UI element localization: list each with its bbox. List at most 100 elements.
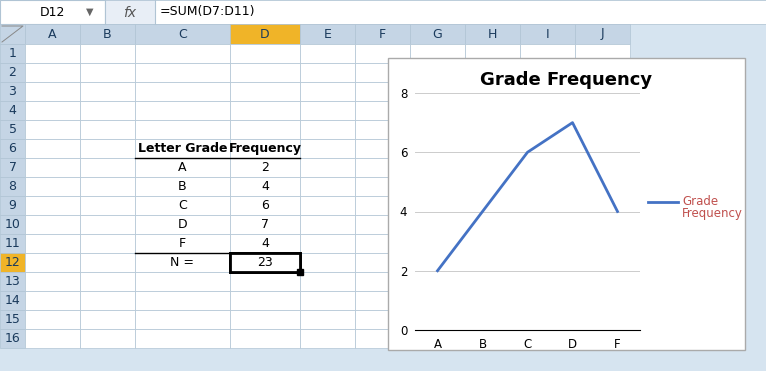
Bar <box>80 253 135 272</box>
Text: B: B <box>103 27 112 40</box>
Bar <box>410 101 465 120</box>
Bar <box>135 253 230 272</box>
Text: F: F <box>379 27 386 40</box>
Bar <box>300 215 355 234</box>
Bar <box>230 120 300 139</box>
Bar <box>520 82 575 101</box>
Bar <box>410 215 465 234</box>
Bar <box>300 158 355 177</box>
Bar <box>230 253 300 272</box>
Bar <box>25 196 80 215</box>
Bar <box>105 0 155 24</box>
Bar <box>410 234 465 253</box>
Bar <box>0 158 25 177</box>
Bar <box>135 272 230 291</box>
Bar <box>25 253 80 272</box>
Bar <box>410 82 465 101</box>
Bar <box>25 291 80 310</box>
Bar <box>25 120 80 139</box>
Bar <box>80 101 135 120</box>
Bar <box>520 120 575 139</box>
Bar <box>300 24 355 44</box>
Text: 16: 16 <box>5 332 21 345</box>
Bar <box>80 63 135 82</box>
Bar <box>80 177 135 196</box>
Bar <box>520 24 575 44</box>
Bar <box>0 139 25 158</box>
Bar <box>135 196 230 215</box>
Text: D: D <box>260 27 270 40</box>
Bar <box>300 272 355 291</box>
Bar <box>520 101 575 120</box>
Bar <box>80 196 135 215</box>
Bar <box>520 329 575 348</box>
Bar <box>230 310 300 329</box>
Text: =SUM(D7:D11): =SUM(D7:D11) <box>160 6 256 19</box>
Text: ▼: ▼ <box>87 7 93 17</box>
Bar <box>25 44 80 63</box>
Bar <box>25 234 80 253</box>
Bar <box>465 44 520 63</box>
Bar <box>0 0 105 24</box>
Bar <box>230 139 300 158</box>
Text: 23: 23 <box>257 256 273 269</box>
Bar <box>25 310 80 329</box>
Bar <box>135 63 230 82</box>
Bar <box>0 253 25 272</box>
Text: 13: 13 <box>5 275 21 288</box>
Bar <box>465 120 520 139</box>
Bar <box>410 177 465 196</box>
Bar <box>575 63 630 82</box>
Bar <box>155 0 766 24</box>
Bar <box>465 234 520 253</box>
Bar <box>355 329 410 348</box>
Bar <box>575 120 630 139</box>
Bar <box>520 196 575 215</box>
Text: B: B <box>178 180 187 193</box>
Bar <box>25 63 80 82</box>
Bar <box>300 177 355 196</box>
Bar <box>300 310 355 329</box>
Bar <box>575 44 630 63</box>
Bar <box>410 329 465 348</box>
Bar <box>25 158 80 177</box>
Bar <box>80 120 135 139</box>
Text: J: J <box>601 27 604 40</box>
Bar <box>520 158 575 177</box>
Bar <box>355 139 410 158</box>
Bar <box>230 291 300 310</box>
Bar <box>230 272 300 291</box>
Bar <box>465 63 520 82</box>
Bar <box>135 101 230 120</box>
Bar <box>520 234 575 253</box>
Text: 6: 6 <box>261 199 269 212</box>
Text: I: I <box>545 27 549 40</box>
Bar <box>80 82 135 101</box>
Bar <box>0 63 25 82</box>
Bar <box>80 291 135 310</box>
Text: 5: 5 <box>8 123 17 136</box>
Bar <box>355 24 410 44</box>
Bar <box>465 24 520 44</box>
Bar <box>230 101 300 120</box>
Bar <box>465 329 520 348</box>
Bar <box>410 44 465 63</box>
Bar <box>410 63 465 82</box>
Bar <box>575 158 630 177</box>
Bar <box>465 310 520 329</box>
Bar <box>300 101 355 120</box>
Bar <box>355 291 410 310</box>
Bar <box>575 139 630 158</box>
Bar <box>575 329 630 348</box>
Bar <box>410 253 465 272</box>
Text: 1: 1 <box>8 47 16 60</box>
Text: Frequency: Frequency <box>228 142 302 155</box>
Bar <box>575 215 630 234</box>
Bar <box>0 44 25 63</box>
Text: 11: 11 <box>5 237 21 250</box>
Bar <box>300 196 355 215</box>
Text: 2: 2 <box>261 161 269 174</box>
Text: Letter Grade: Letter Grade <box>138 142 228 155</box>
Text: 14: 14 <box>5 294 21 307</box>
Bar <box>230 177 300 196</box>
